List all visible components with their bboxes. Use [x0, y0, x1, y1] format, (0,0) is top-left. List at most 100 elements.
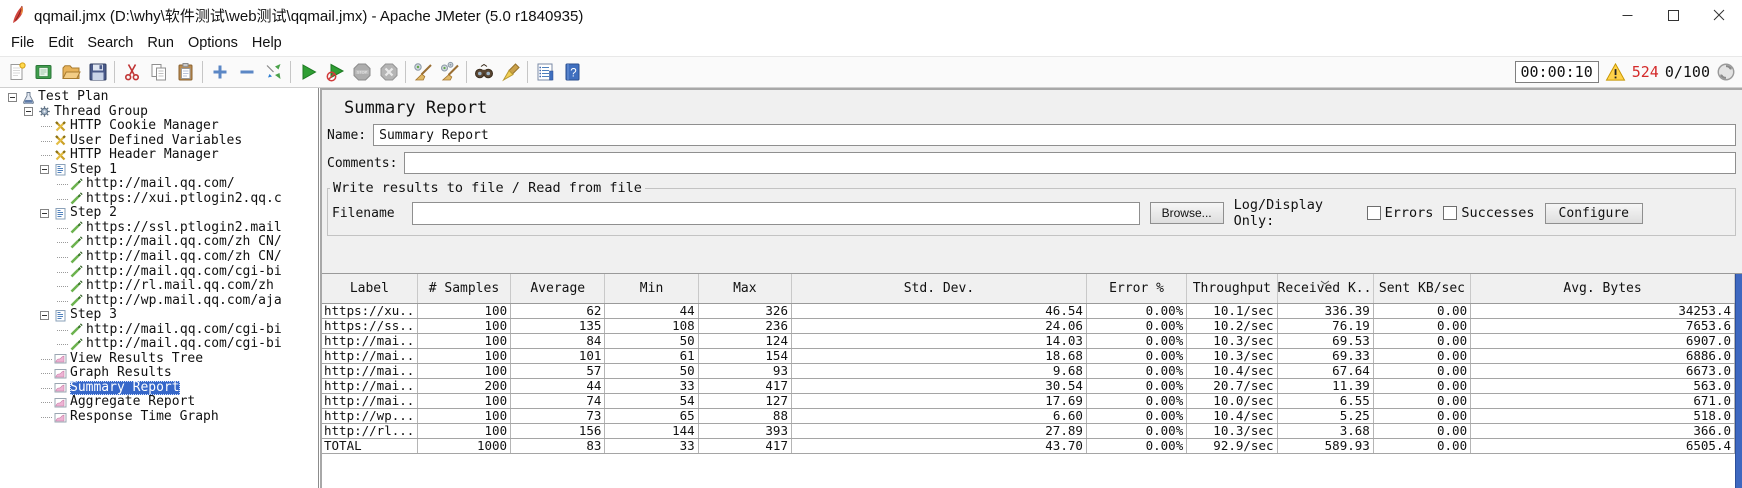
paste-button[interactable] — [172, 59, 199, 86]
row-value-cell: 10.1/sec — [1186, 303, 1278, 319]
successes-checkbox[interactable] — [1443, 206, 1458, 220]
start-no-pauses-button[interactable] — [321, 59, 348, 86]
copy-button[interactable] — [145, 59, 172, 86]
tree-item-step-2[interactable]: Step 2 — [0, 206, 318, 221]
menu-run[interactable]: Run — [147, 35, 174, 51]
search-button[interactable] — [470, 59, 497, 86]
tree-item-view-results-tree[interactable]: View Results Tree — [0, 351, 318, 367]
collapse-icon[interactable] — [40, 310, 49, 320]
comments-input[interactable] — [404, 152, 1736, 174]
stop-button[interactable]: STOP — [348, 59, 375, 86]
tree-item-test-plan[interactable]: Test Plan — [0, 89, 318, 105]
tree-item-graph-results[interactable]: Graph Results — [0, 366, 318, 381]
column-header-std-dev[interactable]: Std. Dev. — [791, 274, 1087, 304]
tree-item-http-mail-qq-com-cgi-bi[interactable]: http://mail.qq.com/cgi-bi — [0, 322, 318, 338]
tree-item-aggregate-report[interactable]: Aggregate Report — [0, 395, 318, 410]
toggle-button[interactable] — [260, 59, 287, 86]
clear-all-icon — [440, 61, 459, 81]
menu-file[interactable]: File — [11, 35, 35, 51]
column-header-received-k[interactable]: Received K... — [1277, 274, 1374, 304]
menu-help[interactable]: Help — [251, 35, 282, 51]
search-reset-button[interactable] — [497, 59, 524, 86]
new-file-button[interactable] — [3, 59, 30, 86]
row-value-cell: 108 — [604, 318, 699, 334]
collapse-icon[interactable] — [24, 107, 33, 117]
filename-input[interactable] — [411, 201, 1140, 225]
add-button[interactable] — [206, 59, 233, 86]
column-header-avg-bytes[interactable]: Avg. Bytes — [1470, 274, 1735, 304]
tree-item-http-mail-qq-com-zh-cn[interactable]: http://mail.qq.com/zh CN/ — [0, 235, 318, 250]
row-value-cell: 0.00 — [1373, 438, 1472, 454]
tree-item-step-3[interactable]: Step 3 — [0, 308, 318, 323]
table-row[interactable]: http://mai... 200 44 33 417 30.54 0.00% 20.7/se… — [322, 378, 1735, 394]
search-reset-icon — [501, 63, 520, 82]
menu-search[interactable]: Search — [87, 35, 134, 51]
tree-item-http-header-manager[interactable]: HTTP Header Manager — [0, 148, 318, 163]
tree-item-http-mail-qq-com-cgi-bi[interactable]: http://mail.qq.com/cgi-bi — [0, 264, 318, 280]
table-row[interactable]: http://mai... 100 74 54 127 17.69 0.00% 10.0/se… — [322, 393, 1735, 409]
tree-item-response-time-graph[interactable]: Response Time Graph — [0, 410, 318, 425]
tree-item-thread-group[interactable]: Thread Group — [0, 104, 318, 120]
minimize-button[interactable] — [1604, 0, 1650, 30]
maximize-button[interactable] — [1650, 0, 1696, 30]
tree-item-label: http://mail.qq.com/cgi-bi — [86, 336, 282, 352]
tree-item-http-mail-qq-com-zh-cn[interactable]: http://mail.qq.com/zh CN/ — [0, 250, 318, 265]
tree-item-http-mail-qq-com-cgi-bi[interactable]: http://mail.qq.com/cgi-bi — [0, 337, 318, 352]
open-template-button[interactable] — [30, 59, 57, 86]
filename-label: Filename — [332, 205, 395, 221]
cut-button[interactable] — [118, 59, 145, 86]
function-helper-button[interactable] — [531, 59, 558, 86]
clear-button[interactable] — [409, 59, 436, 86]
tree-item-summary-report[interactable]: Summary Report — [0, 380, 318, 396]
remove-button[interactable] — [233, 59, 260, 86]
table-row[interactable]: https://xu... 100 62 44 326 46.54 0.00% 10.1/se… — [322, 303, 1735, 319]
tree-item-http-cookie-manager[interactable]: HTTP Cookie Manager — [0, 119, 318, 134]
tree-item-http-mail-qq-com[interactable]: http://mail.qq.com/ — [0, 177, 318, 192]
clear-all-button[interactable] — [436, 59, 463, 86]
table-row[interactable]: http://mai... 100 57 50 93 9.68 0.00% 10.4/sec 6… — [322, 363, 1735, 379]
help-button[interactable]: ? — [558, 59, 585, 86]
table-row[interactable]: http://mai... 100 84 50 124 14.03 0.00% 10.3/se… — [322, 333, 1735, 349]
column-header-max[interactable]: Max — [698, 274, 792, 304]
name-input[interactable] — [373, 124, 1736, 146]
row-value-cell: 100 — [417, 423, 512, 439]
errors-checkbox[interactable] — [1366, 206, 1381, 220]
row-value-cell: 50 — [604, 333, 699, 349]
column-header-average[interactable]: Average — [510, 274, 606, 304]
tree-item-http-rl-mail-qq-com-zh[interactable]: http://rl.mail.qq.com/zh — [0, 279, 318, 294]
start-button[interactable] — [294, 59, 321, 86]
menu-edit[interactable]: Edit — [48, 35, 74, 51]
table-row[interactable]: http://wp.... 100 73 65 88 6.60 0.00% 10.4/sec 5… — [322, 408, 1735, 424]
close-button[interactable] — [1696, 0, 1742, 30]
configure-button[interactable]: Configure — [1544, 202, 1643, 224]
collapse-icon[interactable] — [40, 165, 49, 175]
table-row[interactable]: http://rl.... 100 156 144 393 27.89 0.00% 10.3/… — [322, 423, 1735, 439]
table-row[interactable]: TOTAL 1000 83 33 417 43.70 0.00% 92.9/sec 589.93… — [322, 438, 1735, 454]
shutdown-button[interactable] — [375, 59, 402, 86]
shutdown-icon — [380, 63, 397, 81]
column-header-label[interactable]: Label — [322, 274, 418, 304]
menu-options[interactable]: Options — [187, 35, 238, 51]
table-row[interactable]: https://ss... 100 135 108 236 24.06 0.00% 10.2/… — [322, 318, 1735, 334]
column-header-min[interactable]: Min — [604, 274, 699, 304]
column-header-sent-kb-sec[interactable]: Sent KB/sec — [1373, 274, 1472, 304]
tree-item-https-ssl-ptlogin2-mail[interactable]: https://ssl.ptlogin2.mail — [0, 220, 318, 236]
tree-item-user-defined-variables[interactable]: User Defined Variables — [0, 133, 318, 149]
open-folder-button[interactable] — [57, 59, 84, 86]
column-header-samples[interactable]: # Samples — [417, 274, 512, 304]
successes-checkbox-group[interactable]: Successes — [1443, 205, 1535, 221]
column-header-error[interactable]: Error % — [1086, 274, 1188, 304]
warning-icon[interactable] — [1605, 62, 1626, 82]
collapse-icon[interactable] — [40, 208, 49, 218]
listener-icon — [54, 352, 67, 365]
tree-item-http-wp-mail-qq-com-aja[interactable]: http://wp.mail.qq.com/aja — [0, 293, 318, 309]
browse-button[interactable]: Browse... — [1149, 202, 1224, 224]
save-button[interactable] — [84, 59, 111, 86]
collapse-icon[interactable] — [8, 92, 17, 102]
tree-item-step-1[interactable]: Step 1 — [0, 162, 318, 178]
column-header-throughput[interactable]: Throughput — [1186, 274, 1278, 304]
tree-item-https-xui-ptlogin2-qq-c[interactable]: https://xui.ptlogin2.qq.c — [0, 191, 318, 207]
errors-checkbox-group[interactable]: Errors — [1366, 205, 1433, 221]
table-scrollbar[interactable] — [1735, 274, 1742, 488]
table-row[interactable]: http://mai... 100 101 61 154 18.68 0.00% 10.3/s… — [322, 348, 1735, 364]
